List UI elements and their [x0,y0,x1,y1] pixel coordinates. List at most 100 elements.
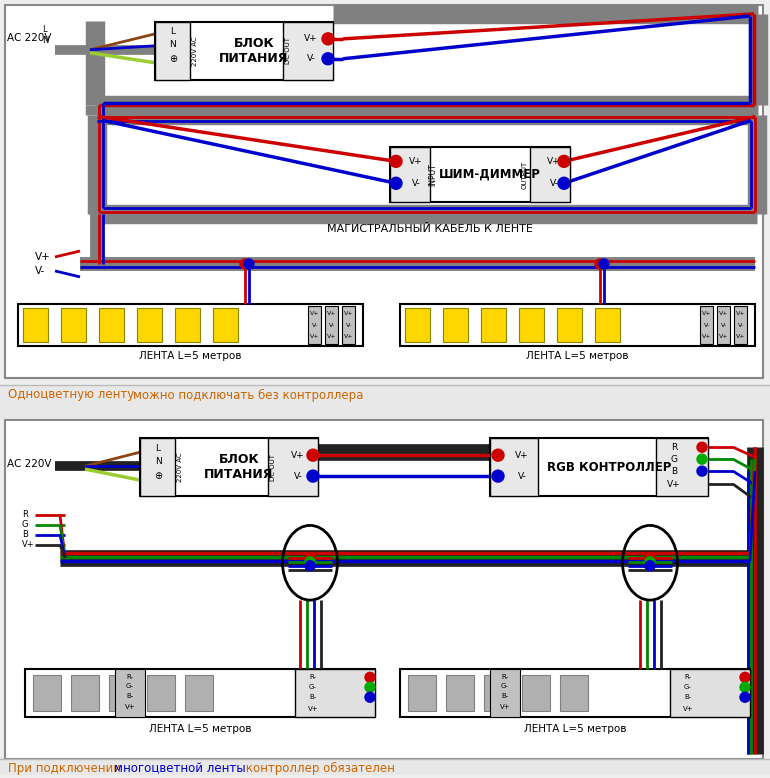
Text: V+: V+ [304,34,318,44]
Text: R: R [22,510,28,520]
Text: контроллер обязателен: контроллер обязателен [242,762,395,775]
Circle shape [492,449,504,461]
Text: ЛЕНТА L=5 метров: ЛЕНТА L=5 метров [139,351,241,360]
Text: G-: G- [309,685,317,690]
Circle shape [322,53,334,65]
Text: R-: R- [126,675,133,680]
Bar [405,308,430,342]
Circle shape [307,470,319,482]
Circle shape [558,177,570,189]
Circle shape [645,557,655,566]
Text: ⊕: ⊕ [154,471,162,481]
Bar [522,675,550,711]
Circle shape [305,553,315,562]
Text: DC OUT: DC OUT [270,454,276,481]
Bar [490,438,538,496]
Text: V+: V+ [719,311,728,316]
Text: V-: V- [312,323,318,328]
Text: V+: V+ [344,335,353,339]
Text: N: N [169,40,176,49]
Text: ⊕: ⊕ [169,54,177,64]
Circle shape [322,33,334,45]
Bar [71,675,99,711]
Text: R: R [671,443,677,452]
Bar [481,308,506,342]
Text: V+: V+ [327,335,336,339]
Text: V-: V- [35,266,45,276]
Text: V+: V+ [409,157,423,166]
Circle shape [697,454,707,464]
Bar [400,669,750,717]
Bar [670,669,750,717]
Circle shape [244,259,254,269]
Text: G: G [671,454,678,464]
Text: INPUT: INPUT [428,163,437,186]
Circle shape [697,442,707,452]
Bar [109,675,137,711]
Bar [0,759,770,775]
Circle shape [365,692,375,703]
Text: V-: V- [738,323,744,328]
Bar [408,675,436,711]
Bar [25,669,375,717]
Bar [5,420,763,759]
Text: V+: V+ [736,311,746,316]
Bar [185,675,213,711]
Text: БЛОК
ПИТАНИЯ: БЛОК ПИТАНИЯ [219,37,289,65]
Circle shape [740,672,750,682]
Text: ЛЕНТА L=5 метров: ЛЕНТА L=5 метров [524,724,626,734]
Bar [175,308,200,342]
Bar [283,22,333,79]
Text: V+: V+ [310,311,320,316]
Text: V+: V+ [702,335,711,339]
Circle shape [558,156,570,167]
Text: V+: V+ [667,479,681,489]
Bar [23,308,48,342]
Text: V+: V+ [291,450,305,460]
Text: V-: V- [721,323,727,328]
Circle shape [740,692,750,703]
Circle shape [645,553,655,562]
Bar [490,669,520,717]
Circle shape [595,259,605,269]
Bar [390,147,570,202]
Bar [325,306,338,344]
Bar [519,308,544,342]
Text: G-: G- [501,683,509,689]
Text: многоцветной ленты: многоцветной ленты [114,762,246,775]
Bar [18,303,363,345]
Bar [268,438,318,496]
Text: Одноцветную ленту: Одноцветную ленту [8,388,138,401]
Circle shape [365,682,375,692]
Text: L: L [156,443,160,453]
Text: ЛЕНТА L=5 метров: ЛЕНТА L=5 метров [526,351,628,360]
Text: V-: V- [329,323,335,328]
Text: V+: V+ [22,541,35,549]
Bar [443,308,468,342]
Text: V-: V- [346,323,352,328]
Bar [530,147,570,202]
Bar [155,22,190,79]
Bar [33,675,61,711]
Text: L: L [170,27,176,37]
Circle shape [492,470,504,482]
Bar [140,438,175,496]
Text: B: B [671,467,677,475]
Text: N: N [155,457,162,466]
Circle shape [740,682,750,692]
Bar [115,669,145,717]
Text: OUTPUT: OUTPUT [522,161,528,189]
Text: R-: R- [685,675,691,680]
Text: V+: V+ [500,704,511,710]
Bar [155,22,333,79]
Bar [99,308,124,342]
Text: V+: V+ [125,704,136,710]
Bar [140,438,318,496]
Circle shape [599,259,609,269]
Text: RGB КОНТРОЛЛЕР: RGB КОНТРОЛЛЕР [547,461,671,474]
Text: R-: R- [501,675,508,680]
Text: B: B [22,531,28,539]
Text: V+: V+ [515,450,529,460]
Bar [342,306,355,344]
Text: V+: V+ [344,311,353,316]
